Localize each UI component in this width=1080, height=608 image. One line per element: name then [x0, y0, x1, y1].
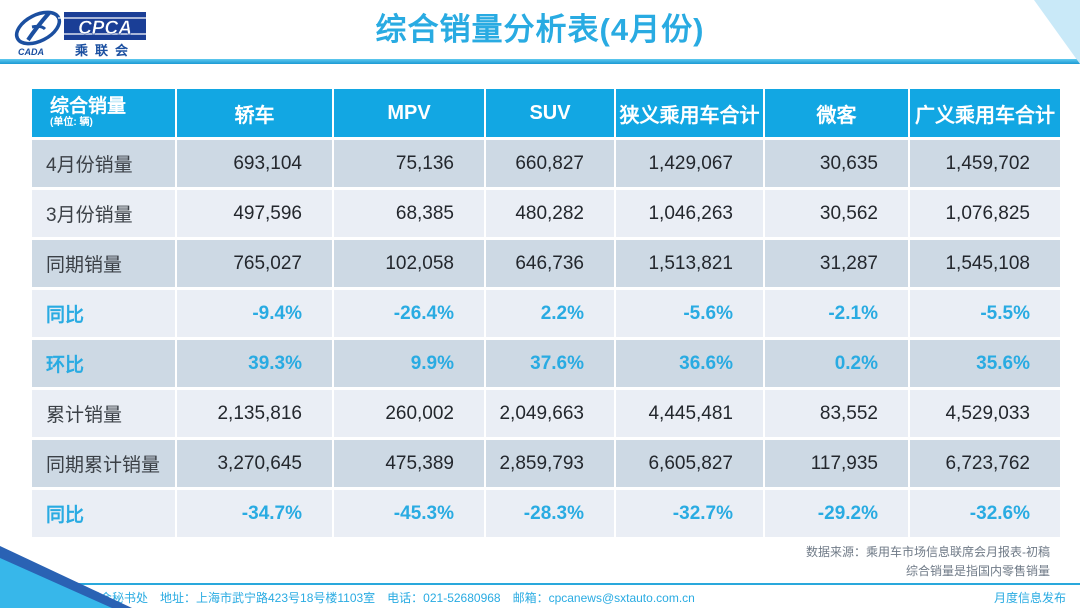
column-header-corner: 综合销量 (单位: 辆)	[32, 89, 175, 137]
sales-value-cell: 117,935	[765, 440, 908, 487]
row-label: 3月份销量	[32, 190, 175, 237]
footer-release-label: 月度信息发布	[993, 591, 1066, 605]
sales-value-cell: 4,529,033	[910, 390, 1060, 437]
table-row: 同期累计销量 3,270,645 475,389 2,859,793 6,605,827…	[32, 440, 1060, 487]
sales-value-cell: 68,385	[334, 190, 484, 237]
slide-footer: 乘联会秘书处 地址：上海市武宁路423号18号楼1103室 电话：021-526…	[76, 589, 1066, 606]
sales-value-cell: 1,513,821	[616, 240, 763, 287]
sales-value-cell: 660,827	[486, 140, 614, 187]
footer-divider	[62, 583, 1080, 585]
percent-value-cell: -28.3%	[486, 490, 614, 537]
sales-value-cell: 475,389	[334, 440, 484, 487]
column-header: 微客	[765, 89, 908, 137]
table-row: 同比 -34.7% -45.3% -28.3% -32.7% -29.2% -32.6%	[32, 490, 1060, 537]
sales-value-cell: 260,002	[334, 390, 484, 437]
column-header: 狭义乘用车合计	[616, 89, 763, 137]
sales-value-cell: 2,859,793	[486, 440, 614, 487]
percent-value-cell: 36.6%	[616, 340, 763, 387]
percent-value-cell: 0.2%	[765, 340, 908, 387]
percent-value-cell: -26.4%	[334, 290, 484, 337]
sales-table-container: 综合销量 (单位: 辆) 轿车 MPV SUV 狭义乘用车合计 微客 广义乘用车合计 4月…	[30, 86, 1060, 540]
table-row: 同期销量 765,027 102,058 646,736 1,513,821 31,287…	[32, 240, 1060, 287]
sales-value-cell: 693,104	[177, 140, 332, 187]
percent-value-cell: -2.1%	[765, 290, 908, 337]
percent-value-cell: -5.5%	[910, 290, 1060, 337]
column-header: SUV	[486, 89, 614, 137]
table-body: 4月份销量 693,104 75,136 660,827 1,429,067 30,635…	[32, 140, 1060, 537]
sales-value-cell: 4,445,481	[616, 390, 763, 437]
sales-value-cell: 102,058	[334, 240, 484, 287]
sales-value-cell: 75,136	[334, 140, 484, 187]
sales-value-cell: 1,459,702	[910, 140, 1060, 187]
sales-value-cell: 2,135,816	[177, 390, 332, 437]
percent-value-cell: -32.7%	[616, 490, 763, 537]
sales-value-cell: 480,282	[486, 190, 614, 237]
sales-value-cell: 1,545,108	[910, 240, 1060, 287]
percent-value-cell: 39.3%	[177, 340, 332, 387]
table-header-row: 综合销量 (单位: 辆) 轿车 MPV SUV 狭义乘用车合计 微客 广义乘用车合计	[32, 89, 1060, 137]
sales-table: 综合销量 (单位: 辆) 轿车 MPV SUV 狭义乘用车合计 微客 广义乘用车合计 4月…	[30, 86, 1062, 540]
percent-value-cell: 2.2%	[486, 290, 614, 337]
unit-note: (单位: 辆)	[50, 117, 93, 128]
percent-value-cell: 9.9%	[334, 340, 484, 387]
cpca-logo: CADA CPCA 乘联会	[12, 7, 148, 59]
table-row: 3月份销量 497,596 68,385 480,282 1,046,263 30,562…	[32, 190, 1060, 237]
percent-value-cell: 37.6%	[486, 340, 614, 387]
page-title: 综合销量分析表(4月份)	[375, 12, 705, 47]
percent-value-cell: -9.4%	[177, 290, 332, 337]
column-header: 广义乘用车合计	[910, 89, 1060, 137]
logo-cpca-text: CPCA	[78, 18, 132, 39]
sales-value-cell: 6,723,762	[910, 440, 1060, 487]
sales-value-cell: 1,046,263	[616, 190, 763, 237]
source-note-line2: 综合销量是指国内零售销量	[905, 564, 1050, 578]
cpca-logo-graphic: CADA CPCA 乘联会	[14, 10, 146, 58]
sales-value-cell: 1,429,067	[616, 140, 763, 187]
slide-header: 综合销量分析表(4月份)	[0, 0, 1080, 62]
table-row: 4月份销量 693,104 75,136 660,827 1,429,067 30,635…	[32, 140, 1060, 187]
column-header: MPV	[334, 89, 484, 137]
logo-cada-text: CADA	[18, 47, 44, 57]
percent-value-cell: -34.7%	[177, 490, 332, 537]
sales-value-cell: 31,287	[765, 240, 908, 287]
row-label: 同比	[32, 290, 175, 337]
source-note-line1: 数据来源：乘用车市场信息联席会月报表-初稿	[806, 545, 1050, 559]
percent-value-cell: -5.6%	[616, 290, 763, 337]
cpca-box: CPCA	[58, 12, 146, 40]
row-label: 4月份销量	[32, 140, 175, 187]
row-label: 同比	[32, 490, 175, 537]
sales-value-cell: 646,736	[486, 240, 614, 287]
row-label: 同期累计销量	[32, 440, 175, 487]
source-notes: 数据来源：乘用车市场信息联席会月报表-初稿 综合销量是指国内零售销量	[806, 543, 1050, 581]
row-label: 累计销量	[32, 390, 175, 437]
column-header: 轿车	[177, 89, 332, 137]
table-row: 累计销量 2,135,816 260,002 2,049,663 4,445,481 83…	[32, 390, 1060, 437]
footer-contact-info: 乘联会秘书处 地址：上海市武宁路423号18号楼1103室 电话：021-526…	[76, 591, 695, 605]
logo-chinese-name: 乘联会	[74, 43, 135, 58]
percent-value-cell: -45.3%	[334, 490, 484, 537]
swoosh-icon	[14, 10, 62, 46]
sales-value-cell: 3,270,645	[177, 440, 332, 487]
sales-value-cell: 6,605,827	[616, 440, 763, 487]
corner-header-title: 综合销量	[50, 96, 127, 117]
table-row: 同比 -9.4% -26.4% 2.2% -5.6% -2.1% -5.5%	[32, 290, 1060, 337]
sales-value-cell: 30,635	[765, 140, 908, 187]
sales-value-cell: 2,049,663	[486, 390, 614, 437]
sales-value-cell: 497,596	[177, 190, 332, 237]
row-label: 环比	[32, 340, 175, 387]
table-row: 环比 39.3% 9.9% 37.6% 36.6% 0.2% 35.6%	[32, 340, 1060, 387]
sales-value-cell: 765,027	[177, 240, 332, 287]
sales-value-cell: 30,562	[765, 190, 908, 237]
sales-value-cell: 83,552	[765, 390, 908, 437]
percent-value-cell: -32.6%	[910, 490, 1060, 537]
percent-value-cell: -29.2%	[765, 490, 908, 537]
percent-value-cell: 35.6%	[910, 340, 1060, 387]
sales-value-cell: 1,076,825	[910, 190, 1060, 237]
header-divider	[0, 59, 1080, 64]
row-label: 同期销量	[32, 240, 175, 287]
